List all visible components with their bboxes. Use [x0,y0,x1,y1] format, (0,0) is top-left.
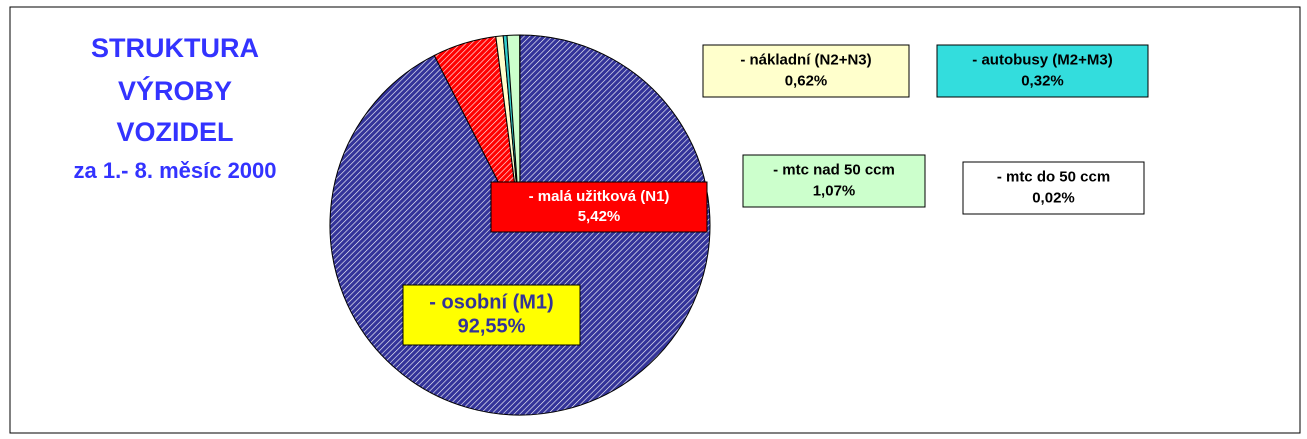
value-label: 0,02% [1032,189,1075,206]
category-label: - malá užitková (N1) [529,188,670,205]
label-box [402,284,581,346]
label-box [702,44,910,98]
value-label: 1,07% [813,182,856,199]
value-label: 0,32% [1021,72,1064,89]
label-box [962,161,1145,215]
chart-title: VOZIDEL [116,117,233,147]
category-label: - nákladní (N2+N3) [740,52,871,69]
category-label: - mtc nad 50 ccm [773,162,895,179]
label-box [490,181,708,233]
value-label: 92,55% [458,315,526,337]
chart-title: STRUKTURA [91,33,259,63]
label-box [936,44,1149,98]
category-label: - autobusy (M2+M3) [972,52,1112,69]
chart-title: VÝROBY [118,75,232,106]
value-label: 5,42% [578,208,621,225]
label-box [742,154,926,208]
chart-subtitle: za 1.- 8. měsíc 2000 [73,158,276,183]
category-label: - mtc do 50 ccm [997,169,1110,186]
category-label: - osobní (M1) [429,291,553,313]
value-label: 0,62% [785,72,828,89]
